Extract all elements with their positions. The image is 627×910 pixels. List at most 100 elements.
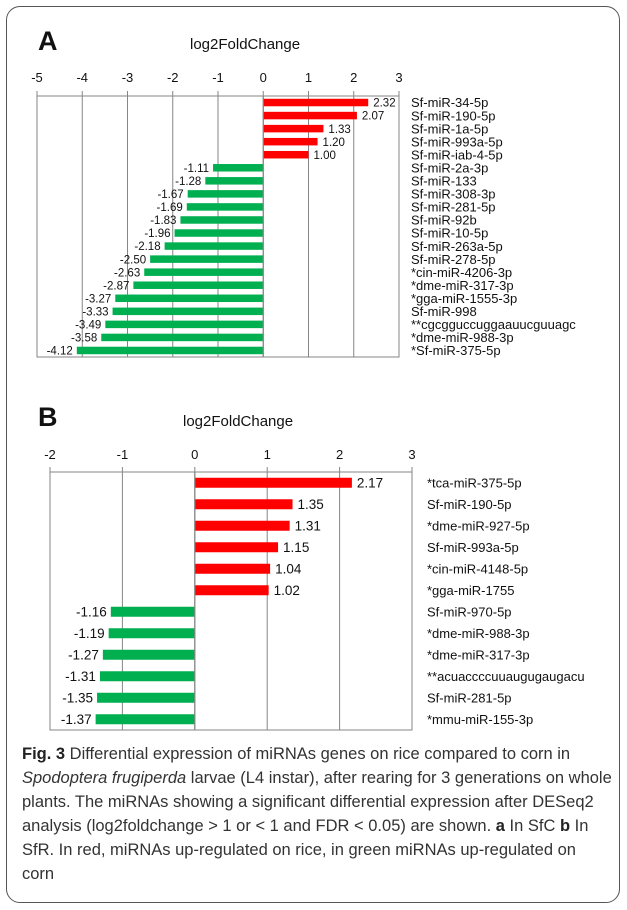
chart-b-value-label: -1.37: [61, 712, 92, 727]
chart-a-bar: [180, 216, 264, 224]
chart-b-bar: [95, 714, 195, 725]
chart-a-bar: [164, 242, 264, 250]
chart-a-value-label: -2.50: [120, 254, 146, 266]
chart-a-value-label: -1.11: [184, 163, 209, 175]
chart-b-category-label: Sf-miR-281-5p: [427, 690, 512, 705]
panel-letter-a: A: [38, 26, 58, 56]
chart-a-value-label: -1.83: [150, 215, 176, 227]
chart-b-value-label: -1.27: [68, 648, 99, 663]
chart-b-value-label: 1.35: [298, 497, 324, 512]
chart-a-tick-label: -2: [167, 70, 179, 85]
chart-b-plot-frame: [49, 471, 413, 731]
chart-b-bar: [194, 563, 271, 574]
chart-a-value-label: -2.18: [134, 241, 160, 253]
chart-b-value-label: 1.04: [275, 562, 302, 577]
chart-a-bar: [187, 190, 264, 198]
caption-text-2: larvae (L4 instar), after rearing for 3 …: [22, 769, 612, 835]
chart-b-value-label: -1.35: [62, 691, 93, 706]
chart-a-tick-label: -5: [31, 70, 43, 85]
chart-b-value-label: 1.15: [283, 540, 309, 555]
chart-b-category-label: *gga-miR-1755: [427, 583, 514, 598]
chart-b-bar: [102, 649, 195, 660]
chart-b-bar: [108, 628, 195, 639]
chart-a-category-label: Sf-miR-993a-5p: [411, 134, 503, 149]
chart-a-tick-label: 3: [395, 70, 402, 85]
chart-b-bar: [194, 520, 290, 531]
chart-b-category-label: Sf-miR-190-5p: [427, 497, 512, 512]
chart-b-title: log2FoldChange: [183, 413, 294, 430]
chart-b-category-label: Sf-miR-993a-5p: [427, 540, 519, 555]
chart-a-bar: [112, 307, 264, 316]
chart-b-category-label: *tca-miR-375-5p: [427, 475, 522, 490]
chart-a-value-label: 1.00: [314, 150, 336, 162]
chart-b-category-label: *mmu-miR-155-3p: [427, 712, 533, 727]
chart-a-bar: [144, 268, 264, 276]
caption-label-a: a: [495, 817, 505, 835]
chart-a-category-label: Sf-miR-263a-5p: [411, 239, 503, 254]
chart-a-category-label: Sf-miR-998: [411, 304, 477, 319]
chart-a-value-label: -3.33: [82, 306, 108, 318]
chart-a-value-label: -1.69: [157, 202, 183, 214]
chart-b-bar: [97, 692, 195, 703]
chart-b-bar: [194, 585, 269, 596]
chart-a-category-label: *Sf-miR-375-5p: [411, 343, 501, 358]
caption-fig-label: Fig. 3: [22, 745, 66, 763]
chart-b-bar: [194, 477, 352, 488]
chart-a-title: log2FoldChange: [190, 36, 301, 53]
chart-a-tick-label: 0: [260, 70, 267, 85]
chart-a-bar: [150, 255, 264, 263]
chart-a-value-label: -3.58: [71, 333, 97, 345]
chart-a-bar: [263, 124, 324, 133]
chart-b-value-label: 2.17: [357, 476, 383, 491]
chart-b-tick-label: 2: [336, 447, 343, 462]
chart-a-category-label: Sf-miR-10-5p: [411, 226, 488, 241]
chart-b-bar: [194, 542, 279, 553]
chart-b-category-label: **acuaccccuuaugugaugacu: [427, 669, 585, 684]
chart-a-tick-label: 1: [305, 70, 312, 85]
chart-b-value-label: 1.31: [295, 519, 321, 534]
chart-b-value-label: -1.31: [65, 669, 96, 684]
chart-a-category-label: Sf-miR-308-3p: [411, 187, 496, 202]
chart-b-tick-label: -2: [44, 447, 56, 462]
chart-a-category-label: Sf-miR-2a-3p: [411, 160, 488, 175]
chart-a-category-label: *cin-miR-4206-3p: [411, 265, 512, 280]
chart-a-bar: [263, 98, 369, 107]
chart-b-category-label: *cin-miR-4148-5p: [427, 561, 528, 576]
chart-a-tick-label: -3: [122, 70, 134, 85]
chart-a-value-label: -1.28: [175, 176, 201, 188]
chart-b-value-label: -1.16: [76, 605, 107, 620]
chart-b-category-label: *dme-miR-988-3p: [427, 626, 530, 641]
chart-a-value-label: -4.12: [47, 346, 73, 358]
chart-b-bar: [194, 499, 293, 510]
chart-b-tick-label: 1: [264, 447, 271, 462]
chart-a-bar: [213, 164, 264, 172]
chart-a-category-label: Sf-miR-133: [411, 174, 477, 189]
chart-a-category-label: Sf-miR-34-5p: [411, 95, 488, 110]
chart-a-category-label: *gga-miR-1555-3p: [411, 291, 517, 306]
chart-a-value-label: 2.32: [373, 98, 395, 110]
chart-a-category-label: *dme-miR-988-3p: [411, 330, 514, 345]
chart-b-bar: [110, 606, 195, 617]
figure-frame: [6, 6, 620, 903]
chart-a-bar: [205, 177, 264, 185]
chart-b-category-label: Sf-miR-970-5p: [427, 604, 512, 619]
chart-a: -5 -4 -3 -2 -1 0 1 2 3 2.32 Sf-miR-34-5p 2.07 Sf-miR…: [31, 70, 576, 358]
chart-a-category-label: Sf-miR-190-5p: [411, 108, 496, 123]
chart-a-bar: [263, 137, 318, 146]
chart-a-tick-label: -4: [76, 70, 88, 85]
chart-a-value-label: 1.33: [328, 124, 350, 136]
chart-a-bar: [105, 320, 264, 329]
chart-a-bar: [133, 281, 264, 289]
chart-a-tick-label: -1: [212, 70, 224, 85]
chart-a-value-label: -2.87: [103, 280, 129, 292]
chart-a-category-label: Sf-miR-92b: [411, 213, 477, 228]
chart-a-bar: [76, 346, 264, 355]
chart-a-bar: [263, 111, 357, 120]
chart-b-tick-label: -1: [117, 447, 129, 462]
chart-b-category-label: *dme-miR-927-5p: [427, 518, 530, 533]
chart-b-value-label: 1.02: [274, 583, 300, 598]
chart-a-category-label: Sf-miR-1a-5p: [411, 121, 488, 136]
chart-a-bar: [186, 203, 264, 211]
chart-b-value-label: -1.19: [74, 626, 105, 641]
chart-a-category-label: Sf-miR-281-5p: [411, 200, 496, 215]
